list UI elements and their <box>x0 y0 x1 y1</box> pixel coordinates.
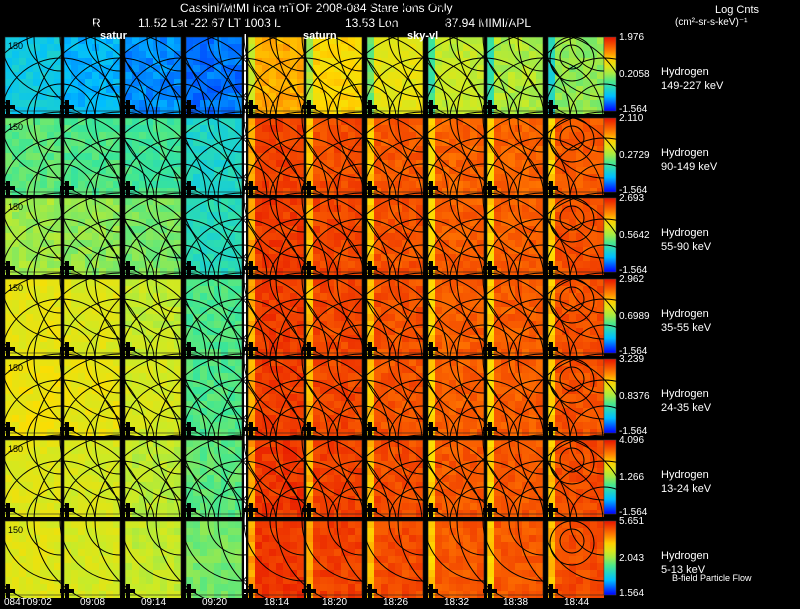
time-axis-label: 18:20 <box>322 597 348 608</box>
heatmap-panel <box>275 434 449 608</box>
contour-label: 150 <box>8 283 23 293</box>
colorbar-min-label: -1.564 <box>619 426 648 437</box>
colorbar <box>603 117 617 193</box>
time-axis-label: 18:26 <box>383 597 409 608</box>
heatmap-panel <box>217 192 391 366</box>
heatmap-panel <box>397 192 571 366</box>
contour-label: 150 <box>8 525 23 535</box>
heatmap-panel <box>155 31 329 205</box>
extra-readout: 87.94 MIMI/APL <box>445 16 532 30</box>
heatmap-panel <box>397 31 571 205</box>
heatmap-panel <box>217 434 391 608</box>
colorbar-max-label: 5.651 <box>619 516 645 527</box>
colorbar-mid-label: 2.043 <box>619 553 645 564</box>
row-energy-label: 5-13 keV <box>661 564 706 576</box>
units-label: Log Cnts <box>715 4 760 16</box>
row-species-label: Hydrogen <box>661 388 709 400</box>
time-axis-label: 09:14 <box>141 597 167 608</box>
colorbar-mid-label: 0.8376 <box>619 391 650 402</box>
row-energy-label: 24-35 keV <box>661 402 712 414</box>
colorbar-min-label: -1.564 <box>619 185 648 196</box>
row-species-label: Hydrogen <box>661 66 709 78</box>
heatmap-panel <box>397 272 571 446</box>
row-energy-label: 55-90 keV <box>661 241 712 253</box>
colorbar-min-label: -1.564 <box>619 346 648 357</box>
colorbar-max-label: 2.962 <box>619 274 645 285</box>
colorbar-mid-label: 0.2058 <box>619 69 650 80</box>
heatmap-panel <box>397 353 571 527</box>
row-species-label: Hydrogen <box>661 147 709 159</box>
colorbar-min-label: -1.564 <box>619 265 648 276</box>
time-axis-label: 09:08 <box>80 597 106 608</box>
time-axis-label: 18:38 <box>503 597 529 608</box>
lon-readout: 13.53 Lon <box>345 16 399 30</box>
contour-label: 150 <box>8 444 23 454</box>
colorbar-mid-label: 0.5642 <box>619 230 650 241</box>
colorbar <box>603 36 617 112</box>
row-energy-label: 149-227 keV <box>661 80 724 92</box>
heatmap-panel <box>517 353 691 527</box>
time-axis-label: 18:32 <box>444 597 470 608</box>
colorbar-mid-label: 0.2729 <box>619 150 650 161</box>
contour-label: 150 <box>8 122 23 132</box>
satur-label: satur <box>100 30 127 42</box>
row-species-label: Hydrogen <box>661 550 709 562</box>
heatmap-panel <box>33 0 207 124</box>
time-axis-label: 18:44 <box>564 597 590 608</box>
time-axis-label: 18:14 <box>264 597 290 608</box>
row-species-label: Hydrogen <box>661 308 709 320</box>
contour-label: 150 <box>8 202 23 212</box>
heatmap-panel <box>456 111 630 285</box>
colorbar <box>603 197 617 273</box>
heatmap-panel <box>0 0 148 124</box>
colorbar <box>603 439 617 515</box>
bfield-label: B-field Particle Flow <box>672 573 752 583</box>
colorbar-max-label: 3.239 <box>619 354 645 365</box>
row-energy-label: 35-55 keV <box>661 322 712 334</box>
heatmap-panel <box>94 31 268 205</box>
colorbar <box>603 520 617 596</box>
time-axis-label: 084T09:02 <box>4 597 52 608</box>
row-energy-label: 90-149 keV <box>661 161 718 173</box>
heatmap-panel <box>0 434 148 608</box>
colorbar-mid-label: 1.266 <box>619 472 645 483</box>
saturn-label: saturn <box>303 30 337 42</box>
heatmap-panel <box>217 353 391 527</box>
contour-label: 150 <box>8 363 23 373</box>
heatmap-panel <box>33 192 207 366</box>
colorbar-max-label: 1.976 <box>619 32 645 43</box>
heatmap-panel <box>94 434 268 608</box>
row-species-label: Hydrogen <box>661 227 709 239</box>
contour-label: 150 <box>8 41 23 51</box>
row-energy-label: 13-24 keV <box>661 483 712 495</box>
row-species-label: Hydrogen <box>661 469 709 481</box>
colorbar-mid-label: 0.6989 <box>619 311 650 322</box>
heatmap-panel <box>0 31 148 205</box>
colorbar-min-label: -1.564 <box>619 104 648 115</box>
colorbar <box>603 358 617 434</box>
sky-label: sky-vl <box>407 30 439 42</box>
colorbar-max-label: 4.096 <box>619 435 645 446</box>
colorbar-min-label: -1.564 <box>619 507 648 518</box>
heatmap-panel <box>517 434 691 608</box>
heatmap-panel <box>517 111 691 285</box>
colorbar-min-label: 1.564 <box>619 588 645 599</box>
time-axis-label: 09:20 <box>202 597 228 608</box>
heatmap-panel <box>397 0 571 124</box>
units-sub-label: (cm²-sr-s-keV)⁻¹ <box>675 17 748 28</box>
heatmap-panel <box>336 0 510 124</box>
heatmap-panel <box>155 434 329 608</box>
colorbar-max-label: 2.693 <box>619 193 645 204</box>
colorbar-max-label: 2.110 <box>619 113 644 124</box>
colorbar <box>603 278 617 354</box>
heatmap-panel <box>397 434 571 608</box>
